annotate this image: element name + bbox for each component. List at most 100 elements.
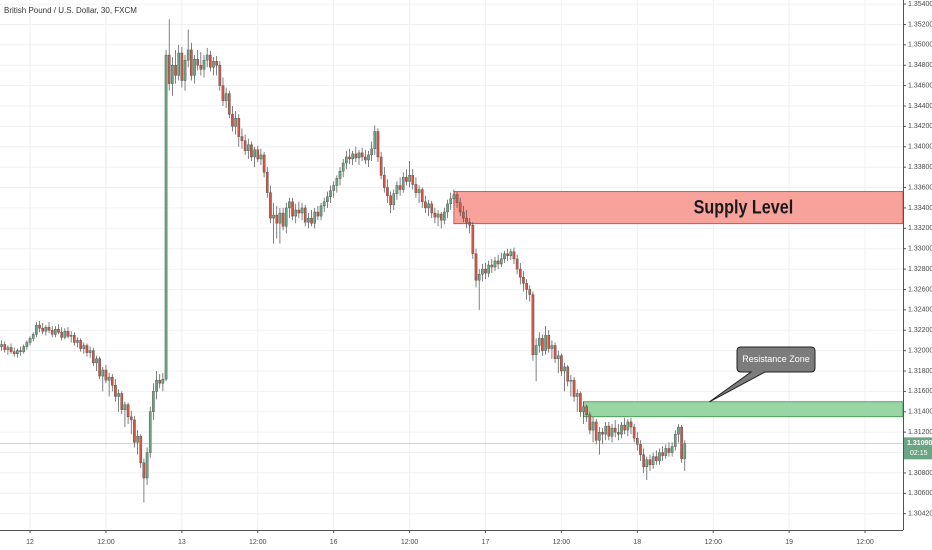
candle-body bbox=[563, 366, 566, 372]
candle-body bbox=[117, 393, 120, 397]
candle-body bbox=[76, 340, 79, 343]
candle-body bbox=[683, 443, 687, 459]
candle-body bbox=[265, 172, 269, 193]
candle-body bbox=[167, 54, 171, 84]
candle-body bbox=[360, 152, 364, 158]
candle-body bbox=[626, 421, 630, 431]
candle-body bbox=[500, 258, 503, 265]
candle-body bbox=[414, 184, 418, 193]
candle-body bbox=[645, 459, 649, 468]
candle-body bbox=[57, 329, 60, 333]
candle-body bbox=[104, 369, 108, 381]
candle-body bbox=[658, 452, 661, 461]
candle-body bbox=[35, 324, 38, 335]
candle-body bbox=[98, 358, 101, 377]
candle-body bbox=[307, 217, 310, 223]
candle-body bbox=[443, 211, 446, 221]
candle-body bbox=[300, 207, 304, 214]
candle-body bbox=[449, 198, 453, 205]
candle-body bbox=[288, 201, 291, 209]
candle-body bbox=[420, 189, 424, 203]
candle-body bbox=[297, 209, 301, 214]
candle-body bbox=[174, 65, 177, 76]
candle-body bbox=[566, 366, 570, 382]
candle-body bbox=[553, 345, 557, 359]
candle-body bbox=[136, 436, 139, 443]
candle-body bbox=[575, 393, 579, 397]
candle-body bbox=[484, 268, 487, 274]
candle-body bbox=[401, 177, 405, 190]
candle-body bbox=[357, 152, 361, 159]
candle-body bbox=[673, 433, 677, 447]
x-tick-label: 12:00 bbox=[553, 539, 571, 546]
candle-body bbox=[16, 350, 19, 354]
candle-body bbox=[332, 185, 335, 191]
x-tick-label: 16 bbox=[330, 539, 338, 546]
candle-body bbox=[648, 459, 652, 465]
candle-body bbox=[316, 211, 320, 217]
candle-body bbox=[73, 335, 76, 343]
candle-body bbox=[405, 177, 408, 182]
candle-body bbox=[604, 425, 607, 435]
candle-body bbox=[661, 452, 664, 456]
candle-body bbox=[424, 201, 427, 209]
candle-body bbox=[246, 144, 250, 152]
candle-body bbox=[278, 212, 282, 224]
candle-body bbox=[515, 258, 519, 270]
candle-body bbox=[636, 438, 639, 445]
candle-body bbox=[639, 444, 642, 455]
candle-body bbox=[550, 345, 554, 349]
candle-body bbox=[351, 153, 354, 160]
candle-body bbox=[367, 154, 370, 161]
candle-body bbox=[228, 93, 231, 115]
candle-body bbox=[19, 350, 22, 352]
candle-body bbox=[601, 431, 604, 435]
candle-body bbox=[142, 462, 146, 479]
candle-body bbox=[427, 203, 430, 209]
candle-body bbox=[12, 351, 16, 354]
candle-body bbox=[354, 153, 358, 159]
candle-body bbox=[183, 59, 187, 81]
candle-body bbox=[623, 424, 626, 431]
candle-body bbox=[503, 253, 506, 260]
candle-body bbox=[493, 260, 497, 268]
candle-body bbox=[186, 49, 190, 61]
candle-body bbox=[272, 214, 275, 219]
x-tick-label: 13 bbox=[178, 539, 186, 546]
candle-body bbox=[85, 345, 89, 353]
candle-body bbox=[218, 65, 222, 86]
candle-body bbox=[69, 335, 73, 337]
candle-body bbox=[145, 452, 149, 479]
grid bbox=[0, 0, 903, 530]
y-tick-label: 1.34600 bbox=[908, 82, 932, 89]
candle-body bbox=[594, 421, 598, 441]
candle-body bbox=[525, 283, 528, 290]
candle-body bbox=[28, 338, 32, 343]
y-tick-label: 1.34200 bbox=[908, 123, 932, 130]
last-price-label: 1.31090 bbox=[907, 440, 932, 447]
candle-body bbox=[680, 426, 683, 459]
candle-body bbox=[88, 350, 92, 353]
y-tick-label: 1.34000 bbox=[908, 144, 932, 151]
candle-body bbox=[379, 156, 383, 176]
candle-body bbox=[259, 154, 263, 160]
candle-body bbox=[31, 334, 35, 339]
x-tick-label: 12:00 bbox=[249, 539, 267, 546]
candle-body bbox=[462, 211, 465, 219]
y-tick-label: 1.31800 bbox=[908, 368, 932, 375]
candle-body bbox=[537, 338, 541, 346]
candle-body bbox=[370, 148, 373, 156]
candle-body bbox=[240, 136, 244, 141]
candle-body bbox=[654, 456, 658, 461]
candle-body bbox=[512, 251, 516, 260]
candle-body bbox=[392, 193, 396, 206]
candle-body bbox=[411, 175, 415, 185]
callout-label: Resistance Zone bbox=[742, 354, 810, 364]
candle-body bbox=[496, 260, 500, 265]
candle-body bbox=[256, 149, 260, 160]
y-tick-label: 1.31200 bbox=[908, 429, 932, 436]
y-tick-label: 1.33000 bbox=[908, 246, 932, 253]
candle-body bbox=[389, 195, 392, 206]
chart-title: British Pound / U.S. Dollar, 30, FXCM bbox=[4, 6, 137, 15]
